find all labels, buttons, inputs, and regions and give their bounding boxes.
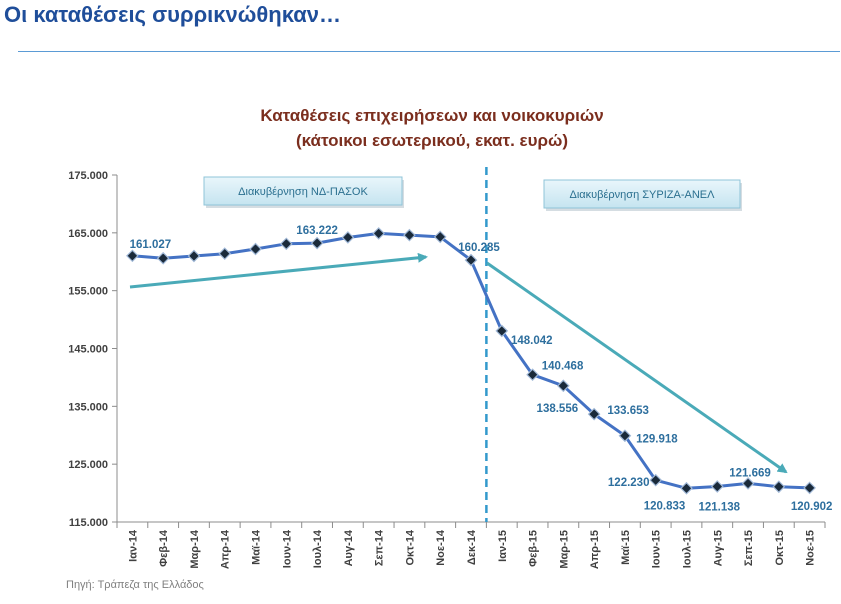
- x-tick-label: Απρ-14: [220, 529, 232, 569]
- period-nd-pasok-label: Διακυβέρνηση ΝΔ-ΠΑΣΟΚ: [238, 186, 368, 198]
- data-point: [310, 236, 324, 250]
- x-tick-label: Αυγ-15: [712, 530, 724, 566]
- data-point: [464, 253, 478, 267]
- data-point: [741, 477, 755, 490]
- x-tick-label: Ιουλ-14: [312, 529, 324, 568]
- data-point: [403, 228, 416, 242]
- data-label: 121.669: [729, 467, 771, 479]
- data-point: [279, 237, 293, 251]
- data-point: [433, 230, 447, 244]
- period-syriza-anel-box: [543, 179, 741, 209]
- y-tick-label: 155.000: [68, 286, 108, 298]
- data-label: 121.138: [698, 502, 740, 514]
- x-tick-label: Ιαν-15: [497, 530, 509, 562]
- data-label: 148.042: [511, 335, 553, 347]
- x-tick-label: Μαϊ-15: [620, 530, 632, 565]
- x-tick-label: Φεβ-15: [528, 530, 540, 567]
- data-point: [680, 481, 693, 495]
- data-point: [187, 249, 201, 263]
- y-tick-label: 115.000: [69, 517, 108, 529]
- y-tick-label: 175.000: [68, 170, 108, 182]
- x-tick-label: Οκτ-14: [404, 529, 416, 565]
- data-point: [495, 324, 509, 338]
- data-label: 138.556: [537, 403, 579, 415]
- chart-title-line-2: (κάτοικοι εσωτερικού, εκατ. ευρώ): [296, 131, 568, 150]
- data-label: 120.833: [644, 500, 686, 512]
- series-deposits: [126, 227, 816, 495]
- x-tick-label: Μαϊ-14: [251, 529, 263, 565]
- data-label: 120.902: [791, 501, 833, 513]
- data-point: [710, 480, 724, 493]
- x-tick-label: Νοε-15: [805, 530, 817, 566]
- trend-arrow-rising: [129, 252, 428, 289]
- data-point: [772, 480, 786, 494]
- data-point: [587, 407, 601, 421]
- x-tick-label: Δεκ-14: [466, 529, 478, 565]
- data-point: [126, 249, 139, 263]
- x-tick-label: Νοε-14: [435, 529, 447, 566]
- chart-title-line-1: Καταθέσεις επιχειρήσεων και νοικοκυριών: [260, 106, 603, 125]
- x-tick-label: Ιουν-14: [281, 529, 293, 568]
- x-tick-label: Ιαν-14: [127, 529, 139, 562]
- x-tick-label: Σεπ-15: [743, 530, 755, 566]
- chart-axes: 115.000 125.000 135.000 145.000 155.000 165.0…: [68, 170, 826, 569]
- trend-arrow-falling: [486, 261, 788, 474]
- y-tick-label: 125.000: [68, 459, 108, 471]
- data-label: 122.230: [608, 477, 650, 489]
- y-tick-label: 165.000: [68, 228, 108, 240]
- data-point: [156, 251, 170, 265]
- data-labels: 161.027 163.222 160.285 148.042 140.468 138.5…: [130, 225, 833, 513]
- x-tick-label: Μαρ-14: [189, 529, 201, 569]
- data-label: 161.027: [130, 239, 172, 251]
- data-point: [649, 473, 663, 487]
- data-label: 163.222: [296, 225, 338, 237]
- slide-title: Οι καταθέσεις συρρικνώθηκαν…: [4, 2, 342, 27]
- source-note: Πηγή: Τράπεζα της Ελλάδος: [66, 579, 204, 591]
- chart-annotations: Διακυβέρνηση ΝΔ-ΠΑΣΟΚ Διακυβέρνηση ΣΥΡΙΖΑ…: [129, 167, 788, 522]
- data-point: [341, 231, 355, 244]
- data-point: [249, 242, 262, 256]
- data-point: [372, 227, 386, 240]
- period-nd-pasok-box: [203, 176, 403, 206]
- x-tick-label: Σεπ-14: [374, 529, 386, 566]
- data-label: 129.918: [636, 434, 678, 446]
- data-label: 160.285: [458, 242, 500, 254]
- data-label: 140.468: [542, 361, 584, 373]
- data-point: [618, 429, 632, 443]
- period-syriza-anel-label: Διακυβέρνηση ΣΥΡΙΖΑ-ΑΝΕΛ: [570, 189, 716, 201]
- x-tick-label: Μαρ-15: [558, 530, 570, 569]
- y-tick-label: 145.000: [68, 344, 108, 356]
- data-label: 133.653: [607, 405, 649, 417]
- x-tick-label: Αυγ-14: [343, 529, 355, 566]
- title-divider: [18, 51, 840, 52]
- data-point: [803, 481, 816, 495]
- data-point: [556, 379, 570, 393]
- x-tick-label: Ιουλ-15: [681, 530, 693, 568]
- data-point: [218, 247, 232, 261]
- y-tick-label: 135.000: [68, 401, 108, 413]
- x-tick-label: Φεβ-14: [158, 529, 170, 567]
- x-tick-label: Οκτ-15: [774, 530, 786, 566]
- x-tick-label: Ιουν-15: [651, 530, 663, 568]
- x-tick-label: Απρ-15: [589, 530, 601, 569]
- series-line: [132, 231, 810, 490]
- data-point: [526, 368, 539, 382]
